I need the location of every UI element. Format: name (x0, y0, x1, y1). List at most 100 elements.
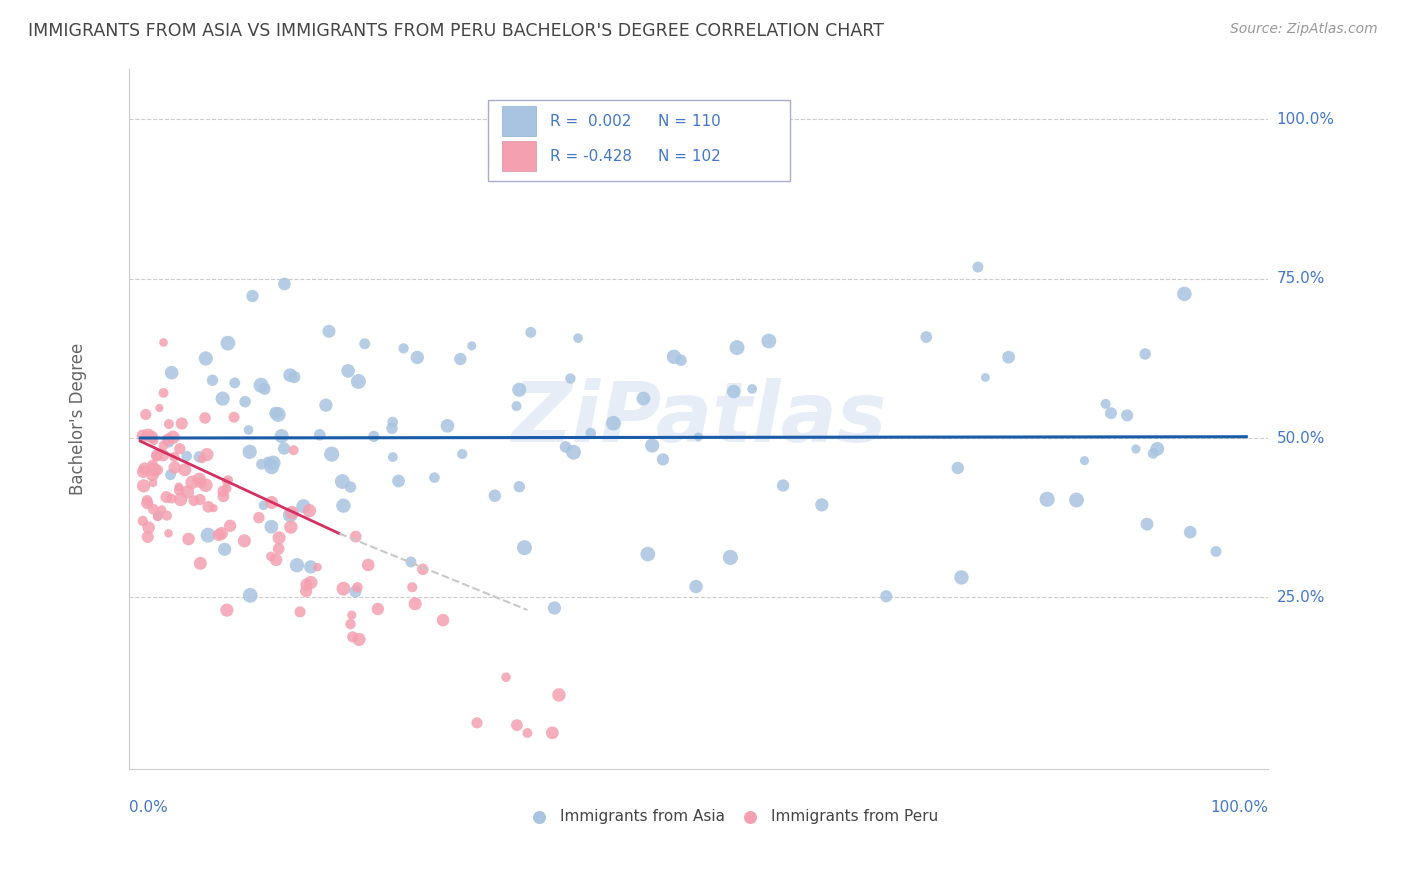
Point (141, 467, 163, 482)
Point (508, 383, 530, 397)
Point (339, 617, 361, 632)
Point (449, 351, 471, 366)
Point (1173, 286, 1195, 301)
Point (197, 528, 219, 542)
Point (167, 480, 190, 494)
Point (188, 492, 211, 507)
Point (298, 504, 321, 518)
Bar (502, 106, 536, 136)
Point (197, 500, 219, 514)
Point (669, 353, 692, 368)
Text: Immigrants from Asia: Immigrants from Asia (560, 809, 725, 824)
Point (315, 398, 337, 412)
Point (1142, 446, 1164, 460)
Point (233, 394, 256, 409)
Point (214, 542, 236, 557)
Point (688, 430, 710, 444)
Point (915, 330, 938, 344)
Point (252, 498, 274, 512)
Point (250, 457, 273, 471)
Point (718, 550, 741, 565)
Point (484, 489, 506, 503)
Point (432, 613, 454, 627)
Point (143, 434, 166, 448)
Point (516, 726, 538, 740)
Point (142, 475, 165, 490)
Point (152, 448, 174, 462)
Point (401, 580, 423, 594)
Point (194, 478, 217, 492)
Point (1094, 397, 1116, 411)
Point (292, 499, 315, 513)
Point (339, 480, 361, 494)
Point (346, 580, 368, 594)
Point (173, 463, 195, 477)
Point (267, 541, 290, 556)
Point (239, 588, 262, 602)
Point (132, 514, 155, 528)
Point (295, 577, 318, 591)
Point (741, 382, 763, 396)
Point (685, 580, 707, 594)
Point (146, 509, 169, 524)
Point (811, 498, 834, 512)
Point (278, 508, 301, 522)
Point (273, 442, 295, 456)
Point (211, 392, 233, 406)
Point (579, 425, 602, 440)
Point (219, 518, 242, 533)
Point (270, 429, 292, 443)
Point (465, 715, 488, 730)
Point (150, 502, 173, 516)
Point (143, 462, 166, 476)
Point (233, 533, 256, 548)
Point (495, 670, 517, 684)
Point (527, 793, 550, 807)
Point (194, 351, 217, 366)
Point (280, 520, 302, 534)
Point (285, 558, 308, 573)
Point (162, 430, 184, 444)
Point (332, 499, 354, 513)
Point (399, 555, 422, 569)
Text: N = 102: N = 102 (658, 149, 721, 163)
Point (1136, 517, 1159, 532)
Point (136, 493, 159, 508)
Point (212, 484, 235, 499)
Text: Immigrants from Peru: Immigrants from Peru (770, 809, 938, 824)
Point (725, 341, 748, 355)
Point (215, 482, 238, 496)
Point (288, 605, 311, 619)
Point (520, 326, 543, 340)
Point (423, 470, 446, 484)
Point (181, 475, 204, 490)
Point (875, 589, 897, 603)
Text: 50.0%: 50.0% (1277, 431, 1324, 445)
Point (212, 489, 235, 503)
Text: 100.0%: 100.0% (1277, 112, 1334, 127)
Point (1133, 347, 1156, 361)
Point (146, 463, 169, 477)
Point (188, 450, 211, 464)
Point (169, 492, 191, 507)
Point (145, 449, 167, 463)
Point (138, 521, 160, 535)
Point (217, 473, 239, 487)
Point (357, 558, 380, 572)
Point (451, 447, 474, 461)
Point (733, 793, 755, 807)
Point (159, 467, 181, 482)
Point (208, 528, 231, 542)
Point (176, 449, 198, 463)
Text: R =  0.002: R = 0.002 (550, 113, 631, 128)
Point (157, 435, 180, 450)
Point (344, 584, 367, 599)
Point (160, 491, 183, 506)
Point (132, 429, 155, 443)
Point (152, 438, 174, 452)
Point (381, 450, 404, 464)
Point (342, 630, 364, 644)
Point (239, 445, 262, 459)
Point (997, 350, 1019, 364)
Point (160, 366, 183, 380)
